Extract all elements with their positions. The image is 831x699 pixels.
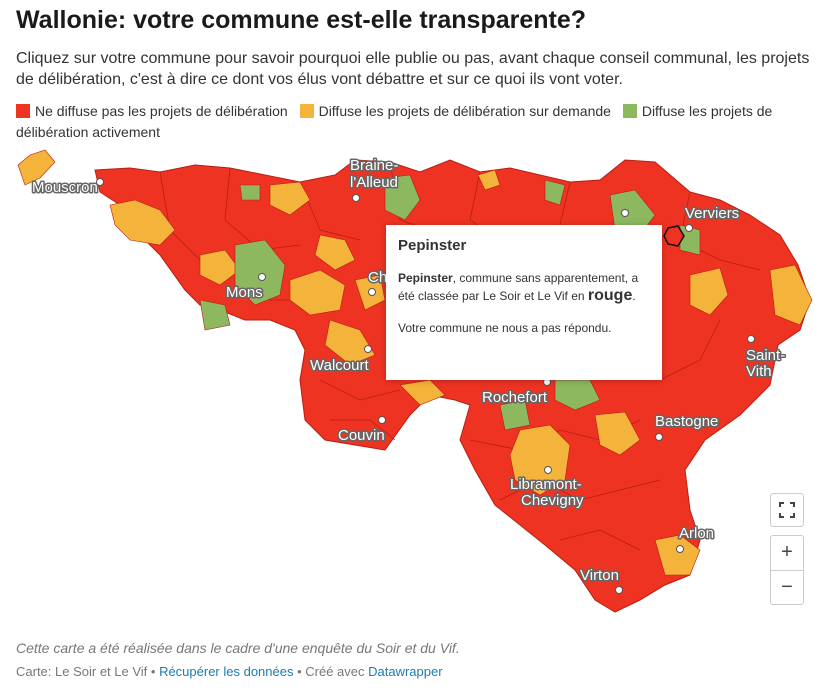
- tooltip-body: Pepinster, commune sans apparentement, a…: [398, 269, 650, 305]
- page-title: Wallonie: votre commune est-elle transpa…: [16, 6, 587, 34]
- footer: Carte: Le Soir et Le Vif • Récupérer les…: [16, 664, 443, 679]
- tooltip-text-1: , commune sans apparentement, a été clas…: [398, 271, 639, 303]
- city-dot-mouscron: [96, 178, 104, 186]
- city-dot-braine: [352, 194, 360, 202]
- city-dot-charleroi: [368, 288, 376, 296]
- city-label-braine-2: l'Alleud: [350, 174, 398, 191]
- city-label-saint-vith-2: Vith: [746, 363, 772, 380]
- legend-swatch-red: [16, 104, 30, 118]
- footer-source: Carte: Le Soir et Le Vif: [16, 664, 148, 679]
- legend-item-green: Diffuse les projets de délibération acti…: [16, 103, 772, 140]
- city-label-charleroi: Ch: [368, 269, 387, 286]
- city-label-couvin: Couvin: [338, 427, 385, 444]
- city-label-rochefort: Rochefort: [482, 389, 548, 406]
- city-label-braine-1: Braine-: [350, 157, 398, 174]
- map-canvas[interactable]: Mouscron Braine- l'Alleud Verviers Mons …: [0, 140, 831, 630]
- city-dot-saint-vith: [747, 335, 755, 343]
- city-label-saint-vith-1: Saint-: [746, 347, 785, 364]
- map-note: Cette carte a été réalisée dans le cadre…: [16, 640, 460, 656]
- legend-item-red: Ne diffuse pas les projets de délibérati…: [16, 103, 288, 119]
- footer-sep-1: •: [147, 664, 160, 679]
- legend-swatch-orange: [299, 104, 314, 118]
- city-label-verviers: Verviers: [685, 205, 739, 222]
- zoom-divider: [771, 569, 803, 571]
- city-label-libramont-2: Chevigny: [521, 492, 584, 509]
- zoom-in-button[interactable]: +: [781, 541, 793, 564]
- zoom-out-button[interactable]: −: [781, 575, 793, 598]
- datawrapper-link[interactable]: Datawrapper: [368, 664, 443, 679]
- legend-label-orange: Diffuse les projets de délibération sur …: [318, 103, 611, 119]
- city-dot-mons: [258, 273, 266, 281]
- tooltip-title: Pepinster: [398, 237, 467, 254]
- city-dot-libramont: [544, 466, 552, 474]
- wallonia-map[interactable]: Mouscron Braine- l'Alleud Verviers Mons …: [0, 140, 831, 630]
- city-dot-virton: [615, 586, 623, 594]
- green-communes[interactable]: [199, 174, 701, 431]
- orange-communes[interactable]: [17, 149, 813, 576]
- legend: Ne diffuse pas les projets de délibérati…: [16, 101, 816, 143]
- city-markers: [96, 178, 755, 594]
- legend-label-red: Ne diffuse pas les projets de délibérati…: [35, 103, 288, 119]
- city-dot-walcourt: [364, 345, 372, 353]
- commune-tooltip: Pepinster Pepinster, commune sans appare…: [386, 225, 662, 380]
- legend-item-orange: Diffuse les projets de délibération sur …: [299, 103, 611, 119]
- city-dot-bastogne: [655, 433, 663, 441]
- city-label-mons: Mons: [226, 284, 263, 301]
- fit-bounds-icon: [779, 502, 795, 518]
- city-dot-arlon: [676, 545, 684, 553]
- download-data-link[interactable]: Récupérer les données: [159, 664, 294, 679]
- tooltip-color-word: rouge: [587, 287, 633, 304]
- page-subtitle: Cliquez sur votre commune pour savoir po…: [16, 50, 810, 88]
- fit-bounds-button[interactable]: [770, 493, 804, 527]
- tooltip-text-2: .: [632, 289, 636, 303]
- city-dot-verviers: [685, 224, 693, 232]
- legend-label-green: Diffuse les projets de délibération acti…: [16, 103, 773, 140]
- city-label-walcourt: Walcourt: [310, 357, 369, 374]
- zoom-controls: + −: [770, 535, 804, 605]
- legend-swatch-green: [622, 104, 637, 118]
- tooltip-note: Votre commune ne nous a pas répondu.: [398, 321, 612, 335]
- city-label-mouscron: Mouscron: [32, 179, 98, 196]
- city-dot-liege: [621, 209, 629, 217]
- city-label-bastogne: Bastogne: [655, 413, 718, 430]
- city-label-libramont-1: Libramont-: [510, 476, 582, 493]
- tooltip-commune-name: Pepinster: [398, 271, 453, 285]
- city-label-arlon: Arlon: [679, 525, 714, 542]
- city-label-virton: Virton: [580, 567, 619, 584]
- city-dot-couvin: [378, 416, 386, 424]
- pepinster-commune[interactable]: [663, 225, 685, 247]
- footer-sep-2: • Créé avec: [293, 664, 369, 679]
